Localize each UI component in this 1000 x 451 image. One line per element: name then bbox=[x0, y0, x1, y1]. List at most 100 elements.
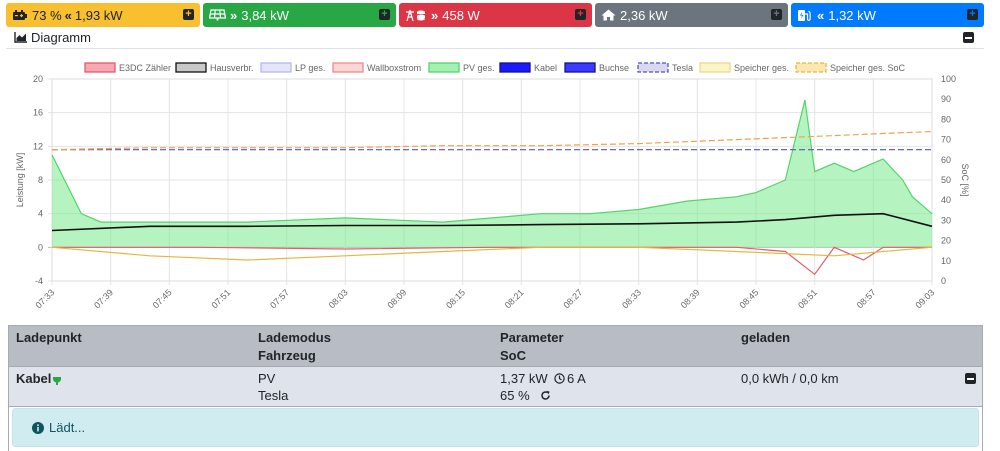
clock-icon bbox=[554, 372, 565, 387]
legend-label: Speicher ges. SoC bbox=[830, 63, 906, 73]
collapse-chargepoint-button[interactable] bbox=[965, 373, 976, 384]
legend-label: PV ges. bbox=[463, 63, 495, 73]
y2-tick-label: 100 bbox=[941, 74, 956, 84]
x-tick-label: 08:51 bbox=[796, 287, 819, 310]
house-power: 2,36 kW bbox=[620, 7, 668, 23]
x-tick-label: 08:57 bbox=[855, 287, 878, 310]
x-tick-label: 07:51 bbox=[209, 287, 232, 310]
vehicle-soc-value: 65 % bbox=[500, 388, 530, 403]
chargepoint-name: Kabel bbox=[16, 371, 52, 386]
diagram-header[interactable]: Diagramm bbox=[6, 27, 984, 49]
pv-tile[interactable]: » 3,84 kW + bbox=[203, 3, 396, 27]
x-tick-label: 07:33 bbox=[33, 287, 56, 310]
status-bar: 73 % « 1,93 kW + » 3,84 kW + » 458 W + 2… bbox=[6, 3, 984, 27]
house-tile[interactable]: 2,36 kW + bbox=[595, 3, 788, 27]
y-axis-label: Leistung [kW] bbox=[15, 153, 25, 208]
legend-swatch bbox=[428, 62, 460, 73]
legend-label: Kabel bbox=[534, 63, 557, 73]
charging-status-text: Lädt... bbox=[49, 420, 86, 435]
col-fahrzeug: Fahrzeug bbox=[258, 348, 316, 363]
x-tick-label: 08:15 bbox=[444, 287, 467, 310]
y2-tick-label: 0 bbox=[941, 276, 946, 286]
legend-label: Speicher ges. bbox=[734, 63, 789, 73]
charging-tile[interactable]: « 1,32 kW + bbox=[791, 3, 984, 27]
legend-label: Wallboxstrom bbox=[367, 63, 421, 73]
info-circle-icon bbox=[32, 421, 44, 434]
series-line bbox=[51, 246, 933, 261]
y2-tick-label: 80 bbox=[941, 114, 951, 124]
y-tick-label: 16 bbox=[33, 108, 43, 118]
table-header: Ladepunkt Lademodus Fahrzeug Parameter S… bbox=[8, 325, 983, 367]
y2-tick-label: 20 bbox=[941, 236, 951, 246]
grid-tower-icon bbox=[405, 9, 427, 22]
col-parameter: Parameter bbox=[500, 330, 564, 345]
collapse-diagram-button[interactable] bbox=[963, 32, 974, 43]
table-row[interactable]: Kabel PV Tesla 1,37 kW 6 A 65 % 0,0 kWh … bbox=[8, 367, 983, 407]
x-tick-label: 07:45 bbox=[151, 287, 174, 310]
legend-label: Hausverbr. bbox=[210, 63, 254, 73]
pv-arrow-icon: » bbox=[230, 7, 238, 23]
x-tick-label: 08:03 bbox=[327, 287, 350, 310]
discharge-arrow-icon: « bbox=[64, 7, 72, 23]
legend-swatch bbox=[332, 62, 364, 73]
legend-label: Buchse bbox=[599, 63, 629, 73]
chart-area-icon bbox=[14, 32, 27, 43]
battery-tile[interactable]: 73 % « 1,93 kW + bbox=[6, 3, 200, 27]
legend-swatch bbox=[499, 62, 531, 73]
x-tick-label: 08:39 bbox=[679, 287, 702, 310]
chart-legend: E3DC Zähler Hausverbr. LP ges. Wallboxstrom… bbox=[84, 62, 906, 73]
expand-grid-button[interactable]: + bbox=[575, 9, 586, 20]
solar-panel-icon bbox=[209, 9, 226, 21]
y-tick-label: 0 bbox=[38, 242, 43, 252]
charging-power: 1,32 kW bbox=[828, 7, 876, 23]
expand-pv-button[interactable]: + bbox=[379, 9, 390, 20]
legend-label: E3DC Zähler bbox=[119, 63, 171, 73]
battery-power: 1,93 kW bbox=[74, 7, 123, 23]
vehicle-name[interactable]: Tesla bbox=[258, 388, 289, 403]
y-tick-label: -4 bbox=[35, 276, 43, 286]
x-tick-label: 08:21 bbox=[503, 287, 526, 310]
expand-battery-button[interactable]: + bbox=[183, 9, 194, 20]
battery-soc: 73 % bbox=[32, 7, 62, 23]
y-tick-label: 4 bbox=[38, 209, 43, 219]
pv-power: 3,84 kW bbox=[241, 7, 289, 23]
refresh-soc-icon[interactable] bbox=[540, 389, 551, 404]
battery-icon bbox=[12, 9, 28, 21]
grid-tile[interactable]: » 458 W + bbox=[399, 3, 592, 27]
y2-tick-label: 70 bbox=[941, 135, 951, 145]
home-icon bbox=[601, 9, 616, 21]
expand-charging-button[interactable]: + bbox=[967, 9, 978, 20]
power-chart: E3DC Zähler Hausverbr. LP ges. Wallboxstrom… bbox=[15, 62, 970, 310]
y-tick-label: 8 bbox=[38, 175, 43, 185]
charging-station-icon bbox=[797, 9, 813, 22]
y2-tick-label: 90 bbox=[941, 94, 951, 104]
series-line bbox=[51, 212, 933, 232]
series-line bbox=[52, 246, 932, 276]
charge-current-value: 6 A bbox=[567, 371, 586, 386]
x-tick-label: 08:45 bbox=[737, 287, 760, 310]
grid-power: 458 W bbox=[442, 7, 480, 23]
chargepoint-details bbox=[8, 405, 983, 451]
legend-label: Tesla bbox=[672, 63, 693, 73]
x-tick-label: 08:09 bbox=[385, 287, 408, 310]
y-tick-label: 20 bbox=[33, 74, 43, 84]
legend-swatch bbox=[84, 62, 116, 73]
y2-tick-label: 30 bbox=[941, 215, 951, 225]
x-tick-label: 09:03 bbox=[913, 287, 936, 310]
diagram-title: Diagramm bbox=[31, 30, 91, 45]
col-ladepunkt: Ladepunkt bbox=[16, 330, 82, 345]
y2-tick-label: 10 bbox=[941, 256, 951, 266]
charging-status-alert: Lädt... bbox=[12, 408, 979, 447]
charge-mode[interactable]: PV bbox=[258, 371, 276, 386]
charged-energy-value: 0,0 kWh / 0,0 km bbox=[741, 371, 839, 386]
col-soc: SoC bbox=[500, 348, 526, 363]
col-lademodus: Lademodus bbox=[258, 330, 331, 345]
chargepoint-table: Ladepunkt Lademodus Fahrzeug Parameter S… bbox=[8, 325, 983, 407]
col-geladen: geladen bbox=[741, 330, 791, 345]
expand-house-button[interactable]: + bbox=[771, 9, 782, 20]
y2-tick-label: 50 bbox=[941, 175, 951, 185]
grid-arrow-icon: » bbox=[431, 7, 439, 23]
x-tick-label: 07:39 bbox=[92, 287, 115, 310]
x-tick-label: 08:27 bbox=[561, 287, 584, 310]
legend-swatch bbox=[637, 62, 669, 73]
